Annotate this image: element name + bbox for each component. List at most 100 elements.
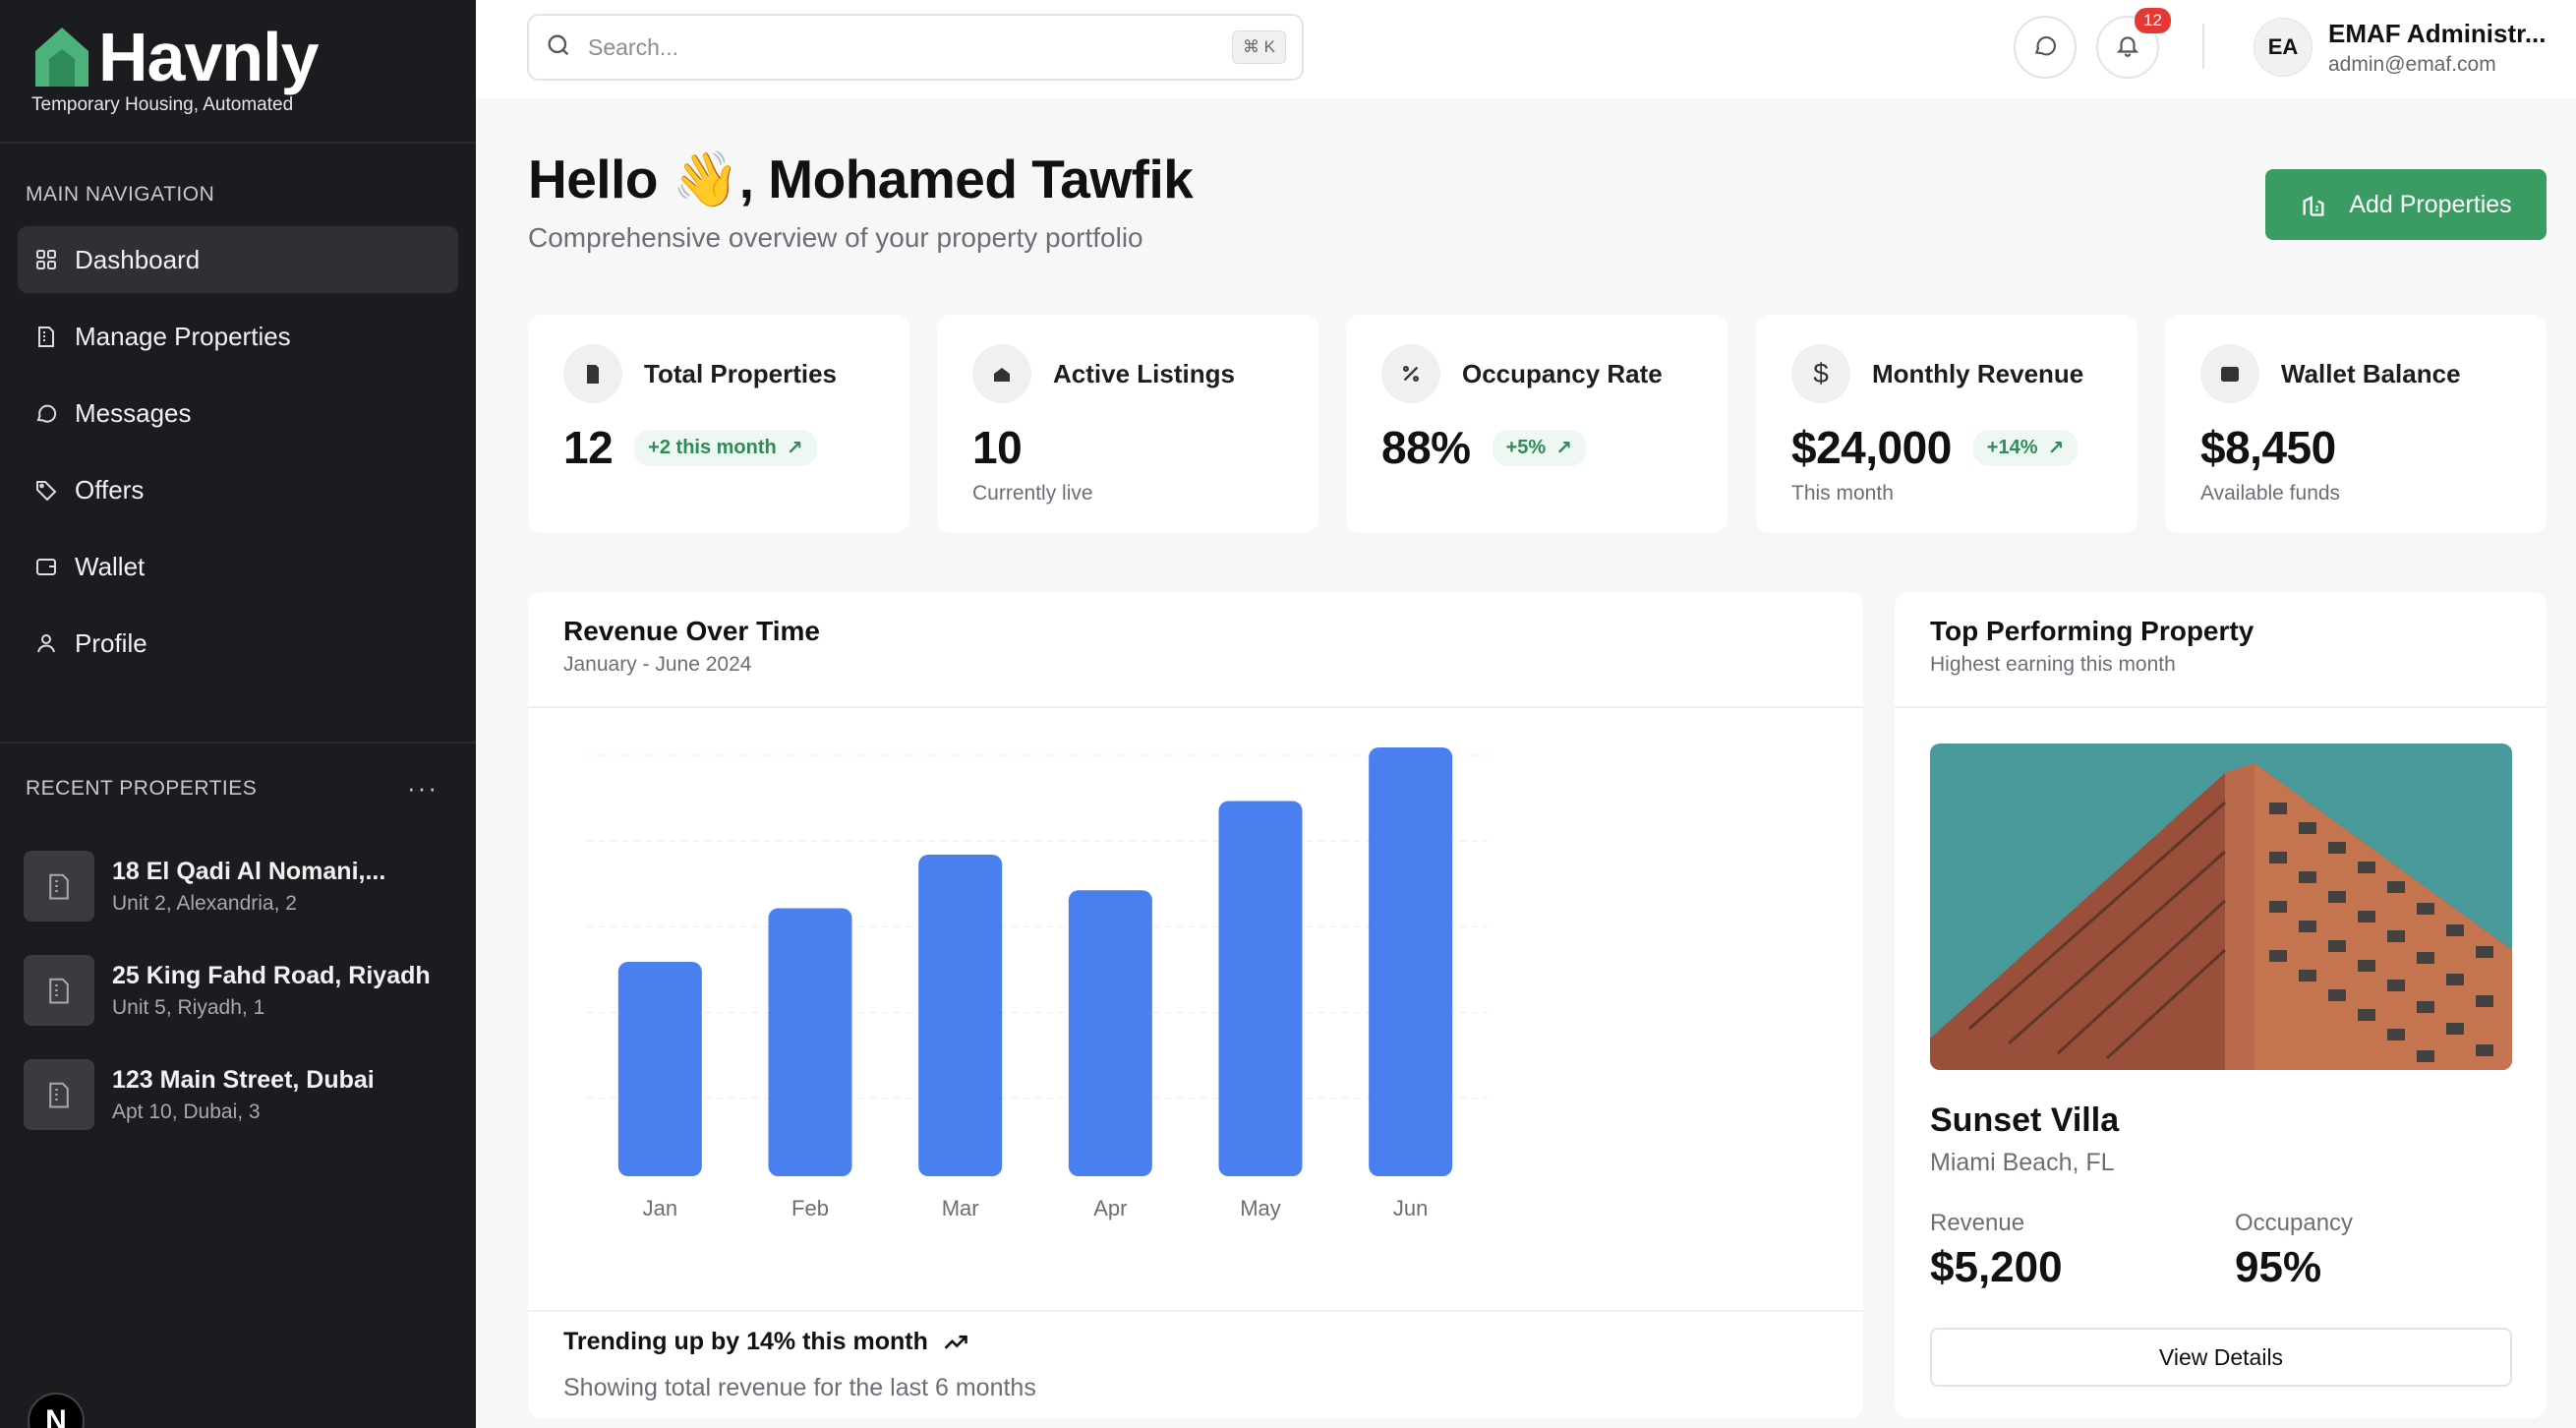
recent-property-name: 25 King Fahd Road, Riyadh bbox=[112, 961, 431, 989]
chart-bar-feb[interactable] bbox=[768, 908, 852, 1177]
sidebar-item-label: Dashboard bbox=[75, 244, 201, 274]
metric-value: 95% bbox=[2235, 1243, 2322, 1291]
search-bar[interactable]: ⌘ K bbox=[527, 14, 1304, 81]
building-icon bbox=[24, 1059, 94, 1130]
sidebar-item-wallet[interactable]: Wallet bbox=[18, 533, 458, 600]
chart-x-tick-label: May bbox=[1240, 1196, 1281, 1220]
notifications-button[interactable]: 12 bbox=[2096, 8, 2171, 79]
chart-bar-mar[interactable] bbox=[918, 855, 1003, 1176]
top-property-card: Top Performing Property Highest earning … bbox=[1895, 592, 2547, 1418]
chart-x-tick-label: Jun bbox=[1393, 1196, 1428, 1220]
sidebar-item-messages[interactable]: Messages bbox=[18, 380, 458, 446]
stat-change-badge: +5% ↗ bbox=[1492, 429, 1586, 466]
recent-property-item[interactable]: 123 Main Street, Dubai Apt 10, Dubai, 3 bbox=[24, 1042, 456, 1147]
messages-button[interactable] bbox=[2014, 16, 2077, 79]
wallet-icon bbox=[2200, 344, 2259, 403]
stat-change-badge: +14% ↗ bbox=[1972, 429, 2078, 466]
user-menu[interactable]: EA EMAF Administr... admin@emaf.com bbox=[2254, 18, 2547, 77]
arrow-up-right-icon: ↗ bbox=[1555, 437, 1572, 459]
greeting-prefix: Hello bbox=[528, 149, 658, 209]
property-location: Miami Beach, FL bbox=[1930, 1149, 2115, 1176]
topbar: ⌘ K 12 EA EMAF Administr... admin@emaf.c… bbox=[476, 0, 2576, 98]
chart-x-tick-label: Apr bbox=[1093, 1196, 1127, 1220]
brand[interactable]: Havnly Temporary Housing, Automated bbox=[0, 0, 476, 144]
stat-value: $8,450 bbox=[2200, 422, 2336, 473]
stat-subtext: Currently live bbox=[972, 482, 1093, 505]
recent-property-detail: Unit 2, Alexandria, 2 bbox=[112, 891, 297, 915]
waving-hand-icon: 👋 bbox=[672, 149, 739, 209]
stat-title: Total Properties bbox=[644, 358, 838, 388]
avatar: EA bbox=[2254, 18, 2313, 77]
stat-card-occupancy-rate: Occupancy Rate 88% +5% ↗ bbox=[1346, 315, 1727, 533]
card-title: Revenue Over Time bbox=[563, 616, 820, 646]
add-properties-label: Add Properties bbox=[2349, 190, 2512, 218]
recent-property-item[interactable]: 25 King Fahd Road, Riyadh Unit 5, Riyadh… bbox=[24, 938, 456, 1042]
recent-properties-header: RECENT PROPERTIES ··· bbox=[26, 773, 439, 803]
add-properties-button[interactable]: Add Properties bbox=[2265, 169, 2547, 240]
brand-name: Havnly bbox=[98, 19, 320, 95]
recent-property-name: 18 El Qadi Al Nomani,... bbox=[112, 857, 386, 885]
property-image[interactable] bbox=[1930, 744, 2512, 1070]
user-name: EMAF Administr... bbox=[2328, 18, 2547, 48]
occupancy-metric: Occupancy 95% bbox=[2235, 1210, 2353, 1292]
recent-property-detail: Apt 10, Dubai, 3 bbox=[112, 1100, 261, 1123]
trend-text: Trending up by 14% this month bbox=[563, 1328, 928, 1355]
trend-summary: Trending up by 14% this month Showing to… bbox=[563, 1328, 1036, 1402]
view-details-button[interactable]: View Details bbox=[1930, 1328, 2512, 1387]
metric-value: $5,200 bbox=[1930, 1243, 2063, 1291]
search-input[interactable] bbox=[588, 33, 1232, 61]
chart-bar-jun[interactable] bbox=[1369, 747, 1453, 1176]
page-subtitle: Comprehensive overview of your property … bbox=[528, 222, 1143, 253]
home-icon bbox=[972, 344, 1031, 403]
page-title: Hello 👋, Mohamed Tawfik bbox=[528, 148, 1194, 211]
property-name: Sunset Villa bbox=[1930, 1101, 2120, 1139]
stat-title: Occupancy Rate bbox=[1462, 358, 1663, 388]
notification-count-badge: 12 bbox=[2135, 8, 2171, 33]
stat-value: 10 bbox=[972, 422, 1023, 473]
sidebar-item-manage-properties[interactable]: Manage Properties bbox=[18, 303, 458, 370]
user-icon bbox=[33, 630, 59, 656]
stat-title: Wallet Balance bbox=[2281, 358, 2461, 388]
stat-card-wallet-balance: Wallet Balance $8,450 Available funds bbox=[2165, 315, 2547, 533]
recent-property-detail: Unit 5, Riyadh, 1 bbox=[112, 995, 265, 1019]
chart-bar-apr[interactable] bbox=[1068, 890, 1152, 1176]
stat-change-text: +14% bbox=[1986, 436, 2038, 458]
card-title: Top Performing Property bbox=[1930, 616, 2254, 646]
sidebar-item-dashboard[interactable]: Dashboard bbox=[18, 226, 458, 293]
stat-card-active-listings: Active Listings 10 Currently live bbox=[937, 315, 1318, 533]
stat-value: $24,000 bbox=[1791, 422, 1952, 473]
sidebar-item-profile[interactable]: Profile bbox=[18, 610, 458, 677]
stat-value: 88% bbox=[1381, 422, 1471, 473]
main-navigation: Dashboard Manage Properties Messages Off… bbox=[0, 226, 476, 677]
stat-card-total-properties: Total Properties 12 +2 this month ↗ bbox=[528, 315, 909, 533]
chart-bar-may[interactable] bbox=[1218, 801, 1303, 1177]
stat-value: 12 bbox=[563, 422, 614, 473]
dev-tools-badge[interactable]: N bbox=[28, 1393, 85, 1428]
nav-section-title: MAIN NAVIGATION bbox=[26, 183, 215, 206]
search-shortcut: ⌘ K bbox=[1231, 30, 1286, 64]
chart-bar-jan[interactable] bbox=[617, 962, 702, 1176]
metric-label: Revenue bbox=[1930, 1210, 2025, 1236]
metric-label: Occupancy bbox=[2235, 1210, 2354, 1236]
recent-property-item[interactable]: 18 El Qadi Al Nomani,... Unit 2, Alexand… bbox=[24, 834, 456, 938]
revenue-chart-card: Revenue Over Time January - June 2024 Ja… bbox=[528, 592, 1863, 1418]
sidebar-item-offers[interactable]: Offers bbox=[18, 456, 458, 523]
building-icon bbox=[33, 324, 59, 349]
percent-icon bbox=[1381, 344, 1440, 403]
more-options-icon[interactable]: ··· bbox=[407, 773, 439, 803]
sidebar-item-label: Messages bbox=[75, 397, 192, 428]
main-content: Hello 👋, Mohamed Tawfik Comprehensive ov… bbox=[476, 98, 2576, 1428]
stat-title: Active Listings bbox=[1053, 358, 1235, 388]
sidebar: Havnly Temporary Housing, Automated MAIN… bbox=[0, 0, 476, 1428]
house-logo-icon bbox=[35, 28, 88, 87]
stat-subtext: Available funds bbox=[2200, 482, 2341, 505]
stat-change-badge: +2 this month ↗ bbox=[634, 429, 817, 466]
card-subtitle: Highest earning this month bbox=[1930, 653, 2176, 676]
stat-card-monthly-revenue: $ Monthly Revenue $24,000 +14% ↗ This mon… bbox=[1756, 315, 2137, 533]
arrow-up-right-icon: ↗ bbox=[786, 437, 803, 459]
sidebar-divider bbox=[0, 742, 476, 744]
recent-properties-list: 18 El Qadi Al Nomani,... Unit 2, Alexand… bbox=[24, 834, 456, 1147]
chart-x-tick-label: Feb bbox=[791, 1196, 829, 1220]
arrow-up-right-icon: ↗ bbox=[2047, 437, 2065, 459]
chart-x-tick-label: Mar bbox=[942, 1196, 979, 1220]
